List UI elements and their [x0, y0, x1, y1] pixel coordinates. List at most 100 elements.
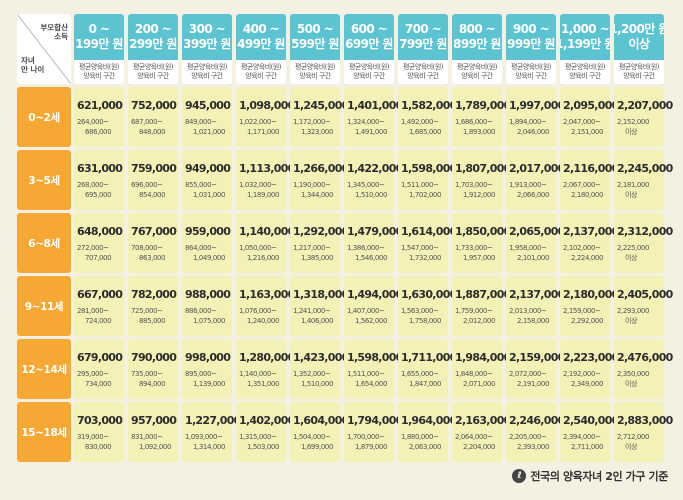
income-range-label: 200 ~299만 원 — [128, 14, 178, 60]
average-cost: 998,000 — [185, 350, 231, 364]
cost-range-high: 2,066,000 — [517, 190, 550, 199]
cost-range-high: 이상 — [625, 253, 638, 262]
cost-range-high: 885,000 — [139, 316, 166, 325]
average-cost: 1,098,000 — [239, 98, 295, 112]
age-axis-label: 자녀 만 나이 — [21, 56, 45, 74]
column-sub-labels: 평균양육비(원) 양육비 구간 — [186, 63, 228, 80]
average-cost: 782,000 — [131, 287, 177, 301]
cost-range-high: 1,344,000 — [301, 190, 334, 199]
average-cost: 1,113,000 — [239, 161, 295, 175]
column-sub-labels: 평균양육비(원) 양육비 구간 — [402, 63, 444, 80]
table-cell: 1,292,000 1,217,000~ 1,385,000 — [290, 213, 349, 273]
cost-range-high: 이상 — [625, 442, 638, 451]
cost-range-low: 272,000~ — [77, 243, 109, 252]
column-sub-labels: 평균양육비(원) 양육비 구간 — [240, 63, 282, 80]
column-sub-labels: 평균양육비(원) 양육비 구간 — [564, 63, 606, 80]
cost-range-low: 696,000~ — [131, 180, 163, 189]
cost-range-low: 1,093,000~ — [185, 432, 223, 441]
age-group-label: 6~8세 — [17, 213, 71, 273]
cost-range-high: 1,240,000 — [247, 316, 280, 325]
average-cost: 2,065,000 — [509, 224, 565, 238]
cost-range-low: 2,192,000~ — [563, 369, 601, 378]
column-sub-labels: 평균양육비(원) 양육비 구간 — [132, 63, 174, 80]
table-cell: 648,000 272,000~ 707,000 — [74, 213, 124, 273]
cost-range-high: 1,351,000 — [247, 379, 280, 388]
table-cell: 2,476,000 2,350,000 이상 — [614, 339, 673, 399]
average-cost: 2,163,000 — [455, 413, 511, 427]
column-sub-labels: 평균양육비(원) 양육비 구간 — [618, 63, 660, 80]
average-cost: 2,116,000 — [563, 161, 619, 175]
cost-range-high: 1,491,000 — [355, 127, 388, 136]
cost-range-high: 854,000 — [139, 190, 166, 199]
cost-range-low: 687,000~ — [131, 117, 163, 126]
cost-range-low: 2,064,000~ — [455, 432, 493, 441]
cost-range-high: 2,349,000 — [571, 379, 604, 388]
table-cell: 1,266,000 1,190,000~ 1,344,000 — [290, 150, 349, 210]
average-cost: 1,494,000 — [347, 287, 403, 301]
cost-range-low: 2,205,000~ — [509, 432, 547, 441]
cost-range-high: 2,151,000 — [571, 127, 604, 136]
cost-range-high: 695,000 — [85, 190, 112, 199]
average-cost: 667,000 — [77, 287, 123, 301]
income-axis-label: 부모합산 소득 — [40, 23, 68, 41]
table-cell: 1,401,000 1,324,000~ 1,491,000 — [344, 87, 403, 147]
cost-range-high: 2,158,000 — [517, 316, 550, 325]
average-cost: 1,422,000 — [347, 161, 403, 175]
average-cost: 2,180,000 — [563, 287, 619, 301]
cost-range-low: 1,140,000~ — [239, 369, 277, 378]
column-header-3: 400 ~499만 원 평균양육비(원) 양육비 구간 — [236, 14, 286, 84]
cost-range-high: 1,699,000 — [301, 442, 334, 451]
table-cell: 2,180,000 2,159,000~ 2,292,000 — [560, 276, 619, 336]
table-cell: 1,582,000 1,492,000~ 1,685,000 — [398, 87, 457, 147]
cost-range-high: 2,292,000 — [571, 316, 604, 325]
column-header-5: 600 ~699만 원 평균양육비(원) 양육비 구간 — [344, 14, 394, 84]
cost-range-high: 2,204,000 — [463, 442, 496, 451]
cost-range-high: 1,189,000 — [247, 190, 280, 199]
cost-range-low: 2,159,000~ — [563, 306, 601, 315]
age-group-label: 9~11세 — [17, 276, 71, 336]
cost-range-high: 이상 — [625, 190, 638, 199]
average-cost: 1,598,000 — [401, 161, 457, 175]
footnote: ℓ 전국의 양육자녀 2인 가구 기준 — [512, 468, 668, 484]
average-cost: 1,794,000 — [347, 413, 403, 427]
cost-range-low: 1,386,000~ — [347, 243, 385, 252]
table-cell: 2,017,000 1,913,000~ 2,066,000 — [506, 150, 565, 210]
cost-range-low: 1,492,000~ — [401, 117, 439, 126]
average-cost: 949,000 — [185, 161, 231, 175]
cost-range-high: 1,171,000 — [247, 127, 280, 136]
average-cost: 1,582,000 — [401, 98, 457, 112]
average-cost: 1,163,000 — [239, 287, 295, 301]
cost-range-high: 1,732,000 — [409, 253, 442, 262]
cost-range-high: 1,385,000 — [301, 253, 334, 262]
cost-range-low: 264,000~ — [77, 117, 109, 126]
column-header-4: 500 ~599만 원 평균양육비(원) 양육비 구간 — [290, 14, 340, 84]
cost-range-low: 1,563,000~ — [401, 306, 439, 315]
table-cell: 782,000 725,000~ 885,000 — [128, 276, 178, 336]
average-cost: 1,598,000 — [347, 350, 403, 364]
average-cost: 1,479,000 — [347, 224, 403, 238]
average-cost: 759,000 — [131, 161, 177, 175]
cost-range-high: 2,191,000 — [517, 379, 550, 388]
table-cell: 667,000 281,000~ 724,000 — [74, 276, 124, 336]
table-cell: 767,000 708,000~ 863,000 — [128, 213, 178, 273]
cost-range-high: 1,654,000 — [355, 379, 388, 388]
cost-range-high: 이상 — [625, 127, 638, 136]
average-cost: 1,604,000 — [293, 413, 349, 427]
cost-range-low: 2,225,000 — [617, 243, 650, 252]
cost-range-low: 2,102,000~ — [563, 243, 601, 252]
cost-range-low: 2,072,000~ — [509, 369, 547, 378]
cost-range-high: 848,000 — [139, 127, 166, 136]
cost-range-low: 1,172,000~ — [293, 117, 331, 126]
cost-range-low: 1,345,000~ — [347, 180, 385, 189]
table-cell: 1,098,000 1,022,000~ 1,171,000 — [236, 87, 295, 147]
cost-range-high: 1,406,000 — [301, 316, 334, 325]
cost-range-low: 2,067,000~ — [563, 180, 601, 189]
cost-range-low: 1,352,000~ — [293, 369, 331, 378]
cost-range-high: 1,912,000 — [463, 190, 496, 199]
average-cost: 945,000 — [185, 98, 231, 112]
table-cell: 2,312,000 2,225,000 이상 — [614, 213, 673, 273]
age-group-label: 0~2세 — [17, 87, 71, 147]
table-cell: 1,614,000 1,547,000~ 1,732,000 — [398, 213, 457, 273]
